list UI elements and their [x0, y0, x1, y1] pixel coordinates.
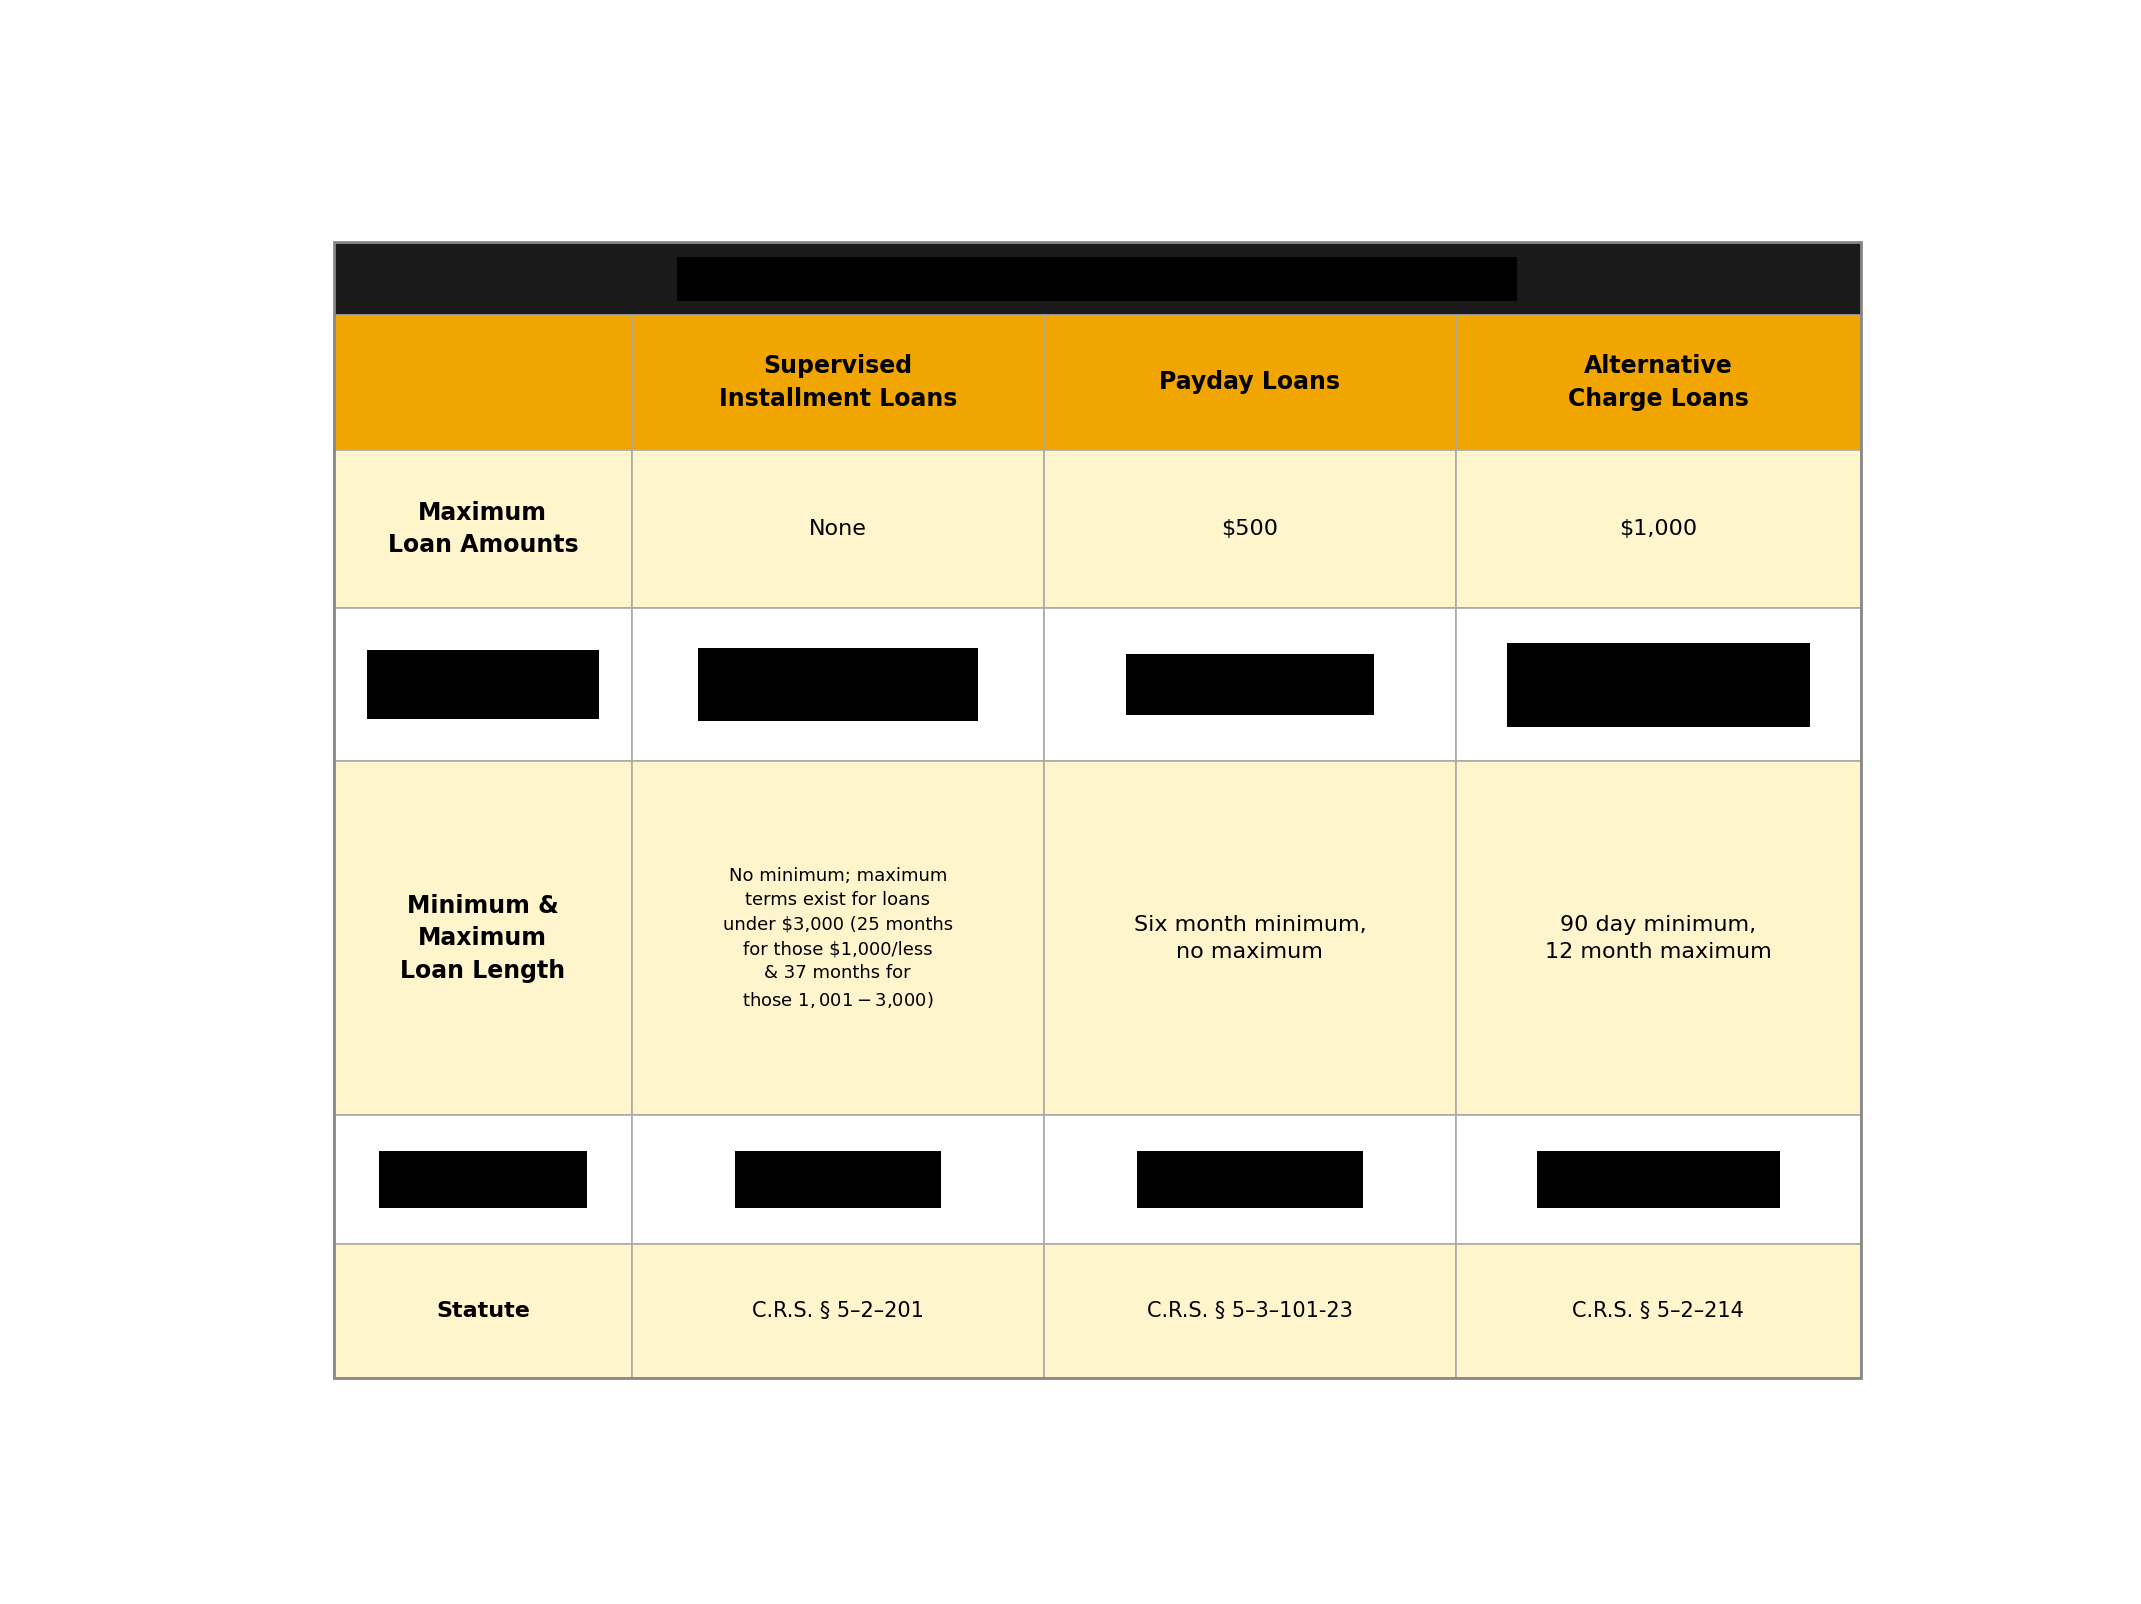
- Bar: [1456, 762, 1861, 1115]
- Bar: [632, 316, 1045, 449]
- Bar: [1456, 608, 1861, 762]
- Bar: [366, 651, 599, 719]
- Text: C.R.S. § 5–2–214: C.R.S. § 5–2–214: [1571, 1301, 1745, 1322]
- Bar: [1537, 1150, 1779, 1208]
- Text: No minimum; maximum
terms exist for loans
under $3,000 (25 months
for those $1,0: No minimum; maximum terms exist for loan…: [724, 868, 953, 1009]
- Text: C.R.S. § 5–3–101-23: C.R.S. § 5–3–101-23: [1148, 1301, 1353, 1322]
- Text: $1,000: $1,000: [1619, 520, 1698, 539]
- Bar: [632, 449, 1045, 608]
- Text: Minimum &
Maximum
Loan Length: Minimum & Maximum Loan Length: [400, 893, 565, 983]
- Bar: [334, 1115, 632, 1243]
- Bar: [632, 762, 1045, 1115]
- Bar: [1126, 654, 1375, 715]
- Text: Alternative
Charge Loans: Alternative Charge Loans: [1567, 354, 1749, 411]
- Bar: [632, 608, 1045, 762]
- Bar: [334, 242, 1861, 316]
- Bar: [1045, 608, 1456, 762]
- Bar: [1456, 449, 1861, 608]
- Bar: [1456, 1243, 1861, 1378]
- Bar: [1137, 1150, 1364, 1208]
- Text: $500: $500: [1220, 520, 1278, 539]
- Text: Supervised
Installment Loans: Supervised Installment Loans: [719, 354, 957, 411]
- Bar: [334, 608, 632, 762]
- Bar: [1045, 762, 1456, 1115]
- Text: Payday Loans: Payday Loans: [1160, 371, 1340, 395]
- Bar: [698, 648, 978, 722]
- Bar: [1045, 449, 1456, 608]
- Bar: [677, 257, 1518, 300]
- Text: C.R.S. § 5–2–201: C.R.S. § 5–2–201: [751, 1301, 923, 1322]
- Bar: [1456, 316, 1861, 449]
- Bar: [632, 1115, 1045, 1243]
- Bar: [334, 762, 632, 1115]
- Bar: [334, 449, 632, 608]
- Bar: [632, 1243, 1045, 1378]
- Bar: [734, 1150, 940, 1208]
- Bar: [1507, 643, 1809, 727]
- Bar: [334, 1243, 632, 1378]
- Bar: [1045, 316, 1456, 449]
- Text: Maximum
Loan Amounts: Maximum Loan Amounts: [388, 500, 578, 557]
- Bar: [1045, 1115, 1456, 1243]
- Text: Six month minimum,
no maximum: Six month minimum, no maximum: [1133, 914, 1366, 962]
- Bar: [379, 1150, 587, 1208]
- Bar: [1045, 1243, 1456, 1378]
- Text: Statute: Statute: [437, 1301, 529, 1322]
- Bar: [334, 316, 632, 449]
- Text: 90 day minimum,
12 month maximum: 90 day minimum, 12 month maximum: [1546, 914, 1771, 962]
- Text: None: None: [809, 520, 867, 539]
- Bar: [1456, 1115, 1861, 1243]
